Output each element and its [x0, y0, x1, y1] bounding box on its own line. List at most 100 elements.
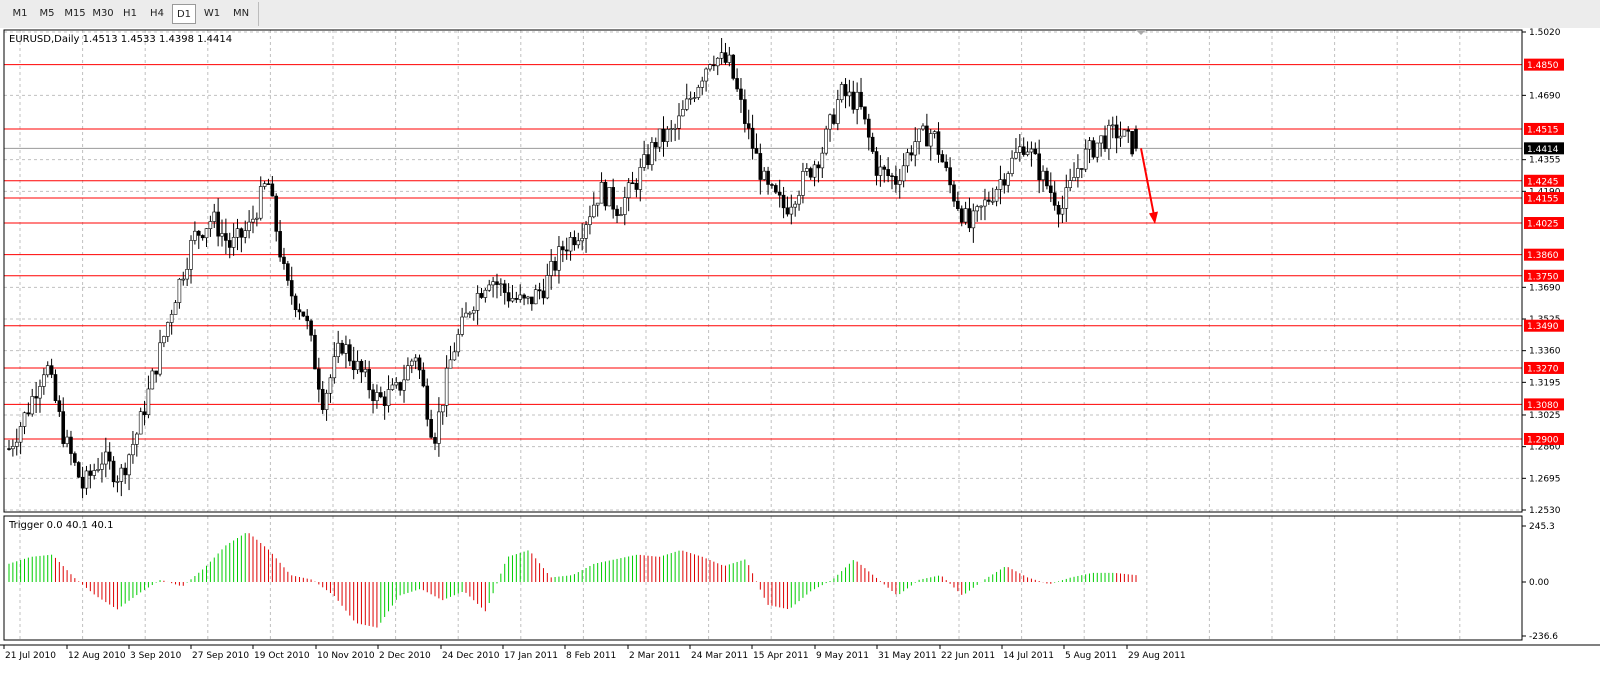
candle-body [688, 97, 693, 100]
candle-body [936, 131, 941, 155]
date-label: 27 Sep 2010 [192, 651, 249, 661]
timeframe-button-mn[interactable]: MN [232, 8, 250, 19]
candle-body [107, 451, 112, 462]
timeframe-button-w1[interactable]: W1 [203, 8, 221, 19]
candle-body [530, 296, 534, 305]
candle-body [324, 392, 329, 410]
candle-body [177, 278, 182, 303]
timeframe-button-d1[interactable]: D1 [172, 4, 196, 24]
level-label-bg [1524, 217, 1564, 230]
candle-body [452, 351, 457, 361]
candle-body [576, 240, 581, 246]
timeframe-button-m5[interactable]: M5 [39, 8, 55, 19]
candle-body [487, 284, 492, 291]
level-label: 1.4850 [1527, 61, 1559, 71]
level-label: 1.3270 [1527, 364, 1559, 374]
candle-body [890, 175, 894, 178]
candle-body [611, 187, 615, 210]
date-label: 29 Aug 2011 [1128, 651, 1186, 661]
date-label: 24 Dec 2010 [442, 651, 500, 661]
candle-body [963, 208, 968, 223]
candle-body [882, 166, 887, 170]
candle-body [286, 263, 290, 281]
date-label: 24 Mar 2011 [691, 651, 748, 661]
candle-body [863, 106, 867, 120]
candle-body [533, 289, 538, 305]
candle-body [293, 295, 298, 311]
candle-body [994, 189, 999, 202]
candle-body [196, 230, 201, 236]
timeframe-button-m15[interactable]: M15 [64, 8, 86, 19]
candle-body [1048, 185, 1053, 194]
candle-body [173, 302, 178, 315]
candle-body [355, 360, 360, 371]
candle-body [812, 164, 817, 178]
candle-body [805, 168, 809, 172]
forecast-arrow-line [1140, 148, 1155, 216]
candle-body [247, 221, 251, 231]
candle-body [305, 315, 310, 322]
candle-body [820, 152, 825, 169]
candle-body [200, 235, 205, 239]
candle-body [700, 80, 705, 88]
candle-body [413, 357, 418, 362]
candle-body [952, 184, 956, 202]
trigger-histogram [8, 533, 1137, 628]
candle-body [475, 293, 480, 311]
timeframe-button-m1[interactable]: M1 [12, 8, 28, 19]
candle-body [537, 289, 542, 292]
candle-body [61, 411, 66, 444]
candle-body [289, 280, 294, 297]
candle-body [80, 476, 85, 489]
date-label: 14 Jul 2011 [1003, 651, 1054, 661]
candle-body [429, 419, 433, 438]
candle-body [684, 98, 689, 110]
candle-body [1033, 148, 1038, 155]
candle-body [584, 224, 588, 239]
candle-body [998, 179, 1003, 190]
candle-body [235, 228, 240, 238]
candle-body [208, 221, 213, 229]
candle-body [758, 153, 763, 180]
level-label: 1.3080 [1527, 401, 1559, 411]
level-label-bg [1524, 58, 1564, 71]
timeframe-button-m30[interactable]: M30 [92, 8, 114, 19]
candle-body [212, 211, 217, 222]
candle-body [111, 460, 116, 483]
candle-body [824, 128, 828, 154]
candle-body [839, 84, 844, 101]
candle-body [785, 207, 790, 215]
price-label: 1.4355 [1529, 156, 1561, 166]
candle-body [84, 470, 89, 489]
candle-body [731, 54, 736, 79]
candle-body [38, 386, 42, 399]
candle-body [1025, 151, 1030, 155]
candle-body [1002, 179, 1007, 186]
candle-body [727, 54, 732, 63]
level-labels: 1.4850 1.4515 1.4245 1.4155 1.4025 1.3860 1.37… [1524, 58, 1564, 445]
candle-body [255, 217, 259, 220]
candle-body [181, 278, 186, 281]
candle-body [979, 205, 983, 208]
timeframe-button-h1[interactable]: H1 [123, 8, 137, 19]
candle-body [278, 231, 282, 258]
toolbar-separator [258, 2, 259, 26]
candle-body [1126, 129, 1131, 132]
main-chart-frame [3, 29, 1523, 513]
candle-body [479, 293, 484, 298]
chart-area[interactable]: 1.50201.46901.43551.41901.36901.35251.33… [0, 28, 1600, 675]
candle-body [1103, 135, 1107, 150]
candle-body [746, 123, 751, 129]
timeframe-button-h4[interactable]: H4 [150, 8, 164, 19]
level-label: 1.4515 [1527, 125, 1559, 135]
candle-body [158, 342, 162, 375]
candle-body [801, 171, 805, 196]
candle-body [123, 467, 127, 476]
candle-body [49, 365, 54, 375]
level-label-bg [1524, 248, 1564, 261]
candle-body [146, 388, 151, 416]
candle-body [468, 312, 472, 315]
candle-body [375, 392, 379, 402]
price-label: 1.2530 [1529, 506, 1561, 516]
candle-body [1045, 170, 1049, 187]
